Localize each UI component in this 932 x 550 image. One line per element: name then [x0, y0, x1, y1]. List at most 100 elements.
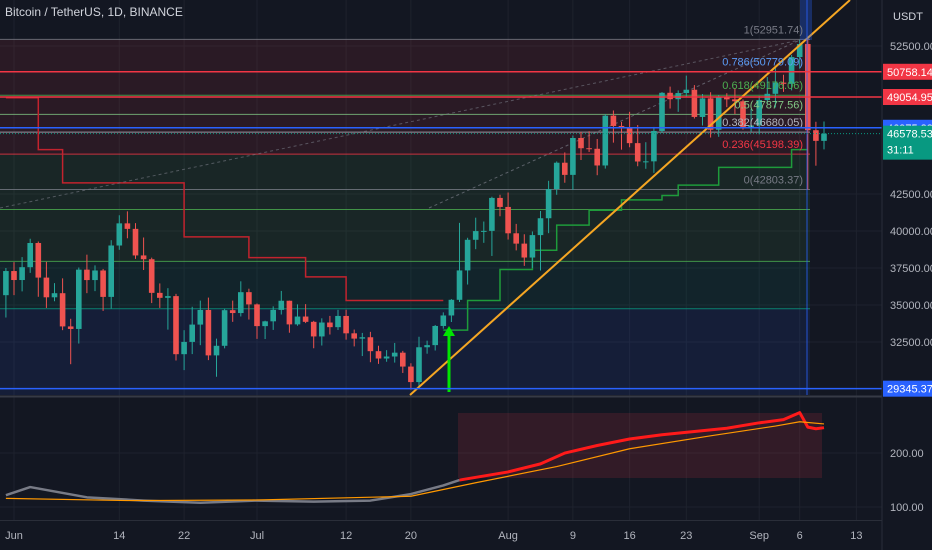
x-tick-label: 13: [850, 530, 862, 542]
x-tick-label: 6: [797, 530, 803, 542]
background-layer: [0, 0, 882, 520]
candle-body: [456, 270, 463, 300]
level-label: 1(52951.74): [744, 24, 803, 36]
candle-body: [100, 270, 106, 297]
candle-body: [11, 271, 17, 281]
candle-body: [715, 96, 722, 130]
candle-body: [43, 277, 50, 298]
level-band: [0, 154, 810, 190]
x-tick-label: Aug: [498, 530, 518, 542]
candle-body: [327, 322, 333, 328]
candle-body: [651, 130, 657, 162]
dashed-trend-line: [0, 39, 801, 209]
y2-tick-label: 100.00: [890, 502, 924, 514]
candle-body: [497, 197, 503, 207]
candle-body: [732, 99, 738, 102]
y2-tick-label: 200.00: [890, 448, 924, 460]
countdown-label: 31:11: [887, 145, 914, 157]
candle-body: [562, 162, 568, 175]
candle-body: [383, 356, 390, 359]
price-label: 29345.37: [887, 384, 932, 396]
candle-body: [351, 333, 357, 339]
candle-body: [375, 351, 382, 359]
level-label: 0.786(50779.09): [722, 56, 803, 68]
y-tick-label: 37500.00: [890, 263, 932, 275]
y-tick-label: 40000.00: [890, 226, 932, 238]
price-label: 50758.14: [887, 67, 932, 79]
x-tick-label: 16: [623, 530, 635, 542]
level-label: 0.5(47877.56): [735, 99, 804, 111]
candle-body: [238, 292, 244, 314]
candle-body: [489, 197, 495, 231]
candle-body: [618, 125, 625, 128]
candle-body: [221, 310, 228, 346]
candle-body: [464, 239, 471, 271]
candle-body: [76, 269, 82, 329]
candle-body: [335, 315, 341, 328]
candle-body: [319, 322, 325, 337]
candle-body: [132, 228, 139, 256]
level-label: 0(42803.37): [744, 175, 803, 187]
candle-body: [157, 292, 163, 298]
axis-header-bg: [883, 0, 932, 28]
step-line: [443, 148, 808, 331]
candle-body: [59, 293, 66, 327]
candle-body: [772, 82, 779, 94]
price-label-bg: [883, 88, 932, 105]
candle-body: [448, 299, 455, 316]
x-tick-label: 20: [405, 530, 417, 542]
candle-body: [537, 218, 544, 236]
candle-body: [84, 269, 90, 281]
candle-body: [189, 324, 195, 342]
candle-body: [424, 345, 430, 348]
candle-body: [116, 223, 123, 246]
currency-label: USDT: [893, 11, 923, 23]
candle-body: [756, 100, 762, 126]
candle-body: [27, 243, 33, 268]
x-tick-label: 23: [680, 530, 692, 542]
arrow-head: [443, 326, 455, 336]
selection-highlight: [800, 0, 812, 40]
candle-body: [602, 115, 609, 166]
candle-body: [343, 315, 349, 334]
candle-body: [724, 96, 730, 100]
candle-body: [796, 44, 803, 58]
indicator-layer: [5, 411, 825, 504]
y-tick-label: 35000.00: [890, 300, 932, 312]
indicator-line: [5, 421, 825, 502]
candle-body: [813, 130, 819, 141]
candle-body: [659, 92, 665, 131]
candle-body: [391, 352, 398, 357]
candle-body: [634, 143, 641, 162]
candle-body: [440, 315, 447, 326]
level-band: [0, 114, 810, 133]
x-tick-label: 14: [113, 530, 125, 542]
candle-body: [262, 321, 268, 327]
candle-body: [505, 206, 511, 234]
candle-body: [108, 245, 114, 297]
y-tick-label: 42500.00: [890, 189, 932, 201]
level-label: 0.236(45198.39): [722, 139, 803, 151]
candle-body: [278, 300, 285, 310]
overlay-layer: 1(52951.74) 0.786(50779.09) 0.618(49176.06…: [0, 24, 882, 390]
candle-body: [181, 341, 187, 355]
candle-body: [3, 271, 9, 296]
price-label-bg: [883, 63, 932, 80]
candle-body: [213, 345, 220, 356]
candle-body: [821, 133, 827, 141]
candle-body: [481, 230, 487, 232]
candle-body: [740, 101, 746, 128]
candle-body: [254, 304, 260, 327]
candle-body: [805, 44, 811, 131]
x-tick-label: Jul: [250, 530, 264, 542]
candle-body: [578, 137, 584, 149]
candle-body: [626, 127, 633, 144]
candle-body: [416, 347, 422, 383]
candle-body: [472, 231, 479, 240]
y-tick-label: 52500.00: [890, 41, 932, 53]
candle-body: [643, 161, 649, 163]
level-label: 0.618(49176.06): [722, 80, 803, 92]
candle-body: [310, 321, 317, 337]
